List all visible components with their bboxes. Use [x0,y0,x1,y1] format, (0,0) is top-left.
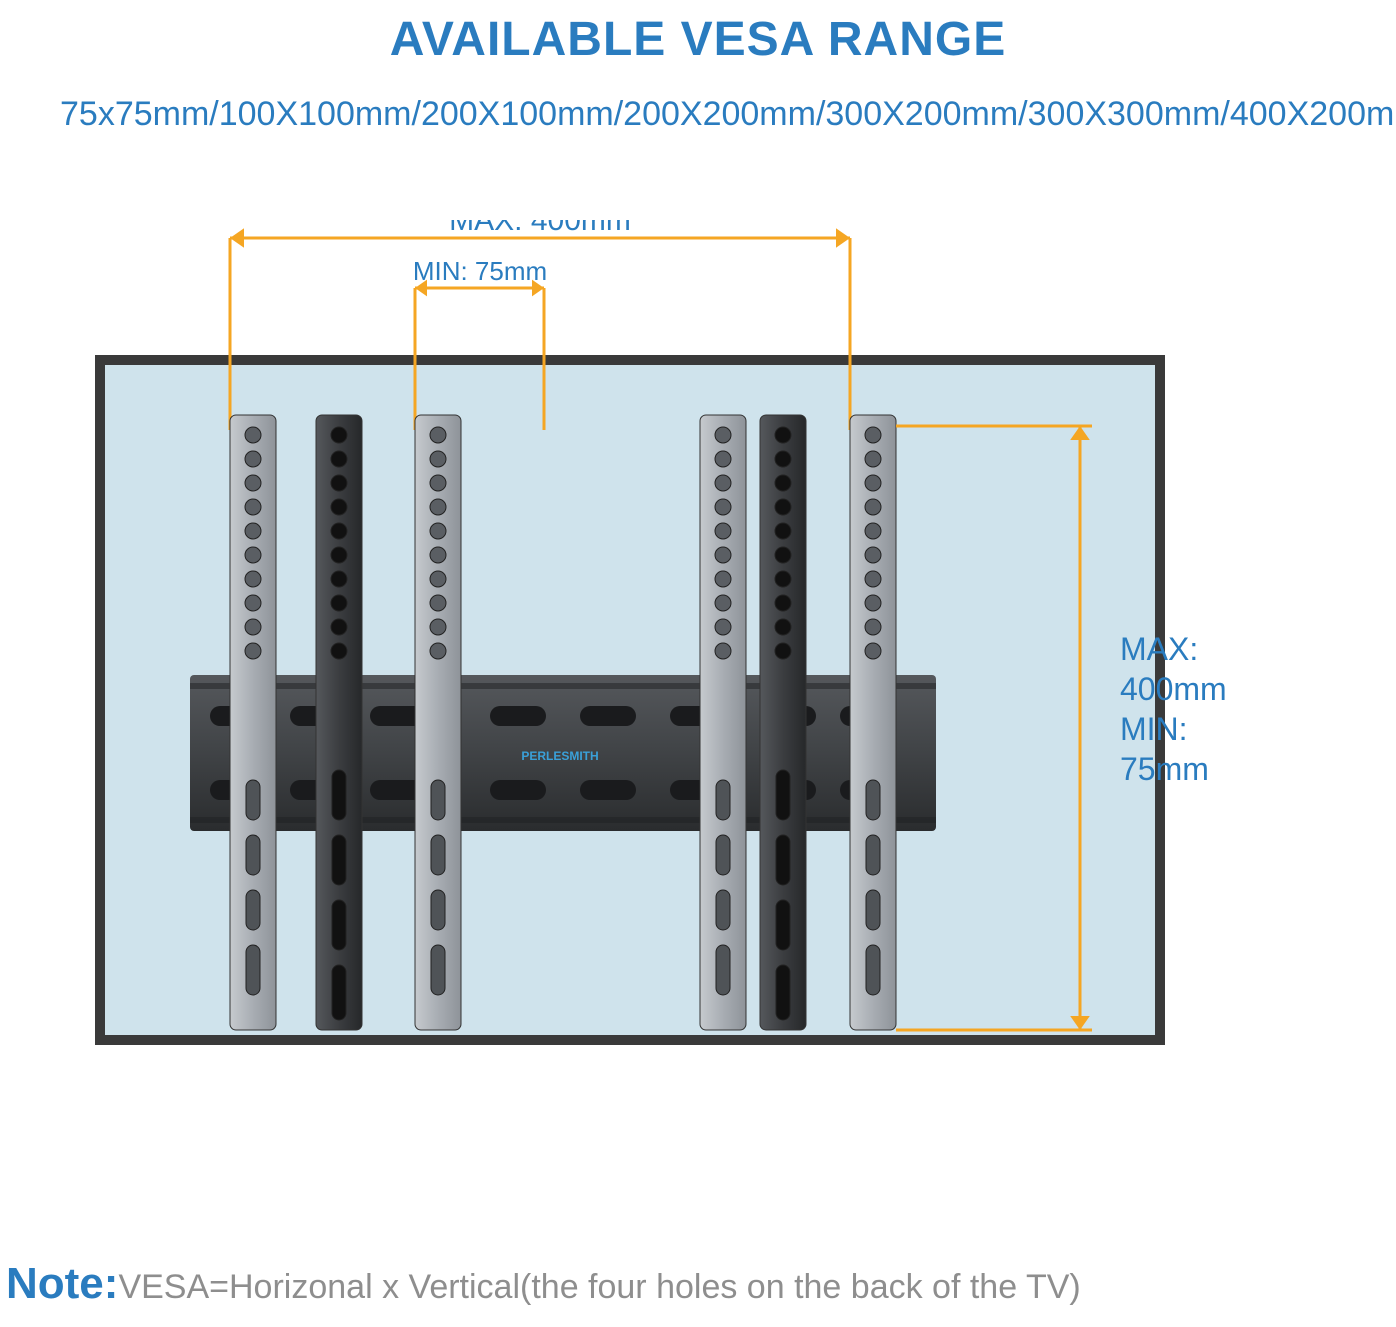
note-line: Note:VESA=Horizonal x Vertical(the four … [6,1259,1081,1309]
mount-arm-dark [316,415,362,1030]
v-max-label-1: MAX: [1120,631,1198,667]
brand-label: PERLESMITH [521,749,598,763]
v-min-label-2: 75mm [1120,751,1209,787]
v-max-label-2: 400mm [1120,671,1227,707]
vesa-sizes-list: 75x75mm/100X100mm/200X100mm/200X200mm/30… [60,92,1340,138]
mount-arm-gray [230,415,276,1030]
h-min-label: MIN: 75mm [413,256,547,286]
page-title: AVAILABLE VESA RANGE [0,12,1396,67]
note-label: Note: [6,1259,118,1308]
note-text: VESA=Horizonal x Vertical(the four holes… [118,1268,1080,1306]
mount-arm-gray [700,415,746,1030]
mount-arm-dark [760,415,806,1030]
vesa-diagram: MAX: 400mm MIN: 75mm PERLESMITH MAX: 400mm MI… [60,220,1340,1220]
h-max-label: MAX: 400mm [449,220,631,237]
v-min-label-1: MIN: [1120,711,1188,747]
mount-arm-gray [415,415,461,1030]
mount-arm-gray [850,415,896,1030]
